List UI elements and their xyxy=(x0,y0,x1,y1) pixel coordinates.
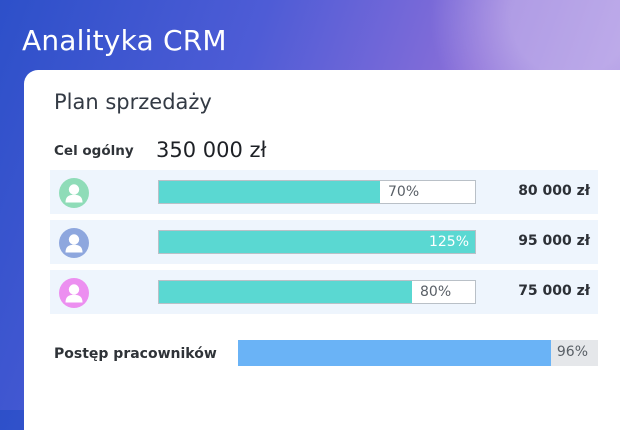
employee-row[interactable]: 125% 95 000 zł xyxy=(50,220,598,264)
user-avatar-icon xyxy=(59,178,89,208)
sales-amount: 75 000 zł xyxy=(518,283,590,299)
user-avatar-icon xyxy=(59,278,89,308)
progress-bar: 125% xyxy=(158,230,476,254)
team-progress-fill xyxy=(238,340,551,366)
progress-fill xyxy=(159,281,412,303)
progress-percent: 70% xyxy=(388,184,420,200)
team-progress-label: Postęp pracowników xyxy=(54,346,217,362)
progress-percent: 125% xyxy=(428,234,469,250)
user-avatar-icon xyxy=(59,228,89,258)
goal-label: Cel ogólny xyxy=(54,143,134,159)
team-progress-bar: 96% xyxy=(238,340,598,366)
card-title: Plan sprzedaży xyxy=(54,90,212,114)
sales-amount: 95 000 zł xyxy=(518,233,590,249)
sales-plan-card: Plan sprzedaży Cel ogólny 350 000 zł 70%… xyxy=(24,70,620,430)
progress-fill xyxy=(159,181,380,203)
sales-amount: 80 000 zł xyxy=(518,183,590,199)
progress-bar: 70% xyxy=(158,180,476,204)
employee-row[interactable]: 70% 80 000 zł xyxy=(50,170,598,214)
progress-bar: 80% xyxy=(158,280,476,304)
team-progress-percent: 96% xyxy=(556,344,588,360)
app-title: Analityka CRM xyxy=(22,24,227,57)
employee-row[interactable]: 80% 75 000 zł xyxy=(50,270,598,314)
progress-percent: 80% xyxy=(420,284,452,300)
goal-value: 350 000 zł xyxy=(156,138,267,162)
progress-fill xyxy=(159,231,475,253)
